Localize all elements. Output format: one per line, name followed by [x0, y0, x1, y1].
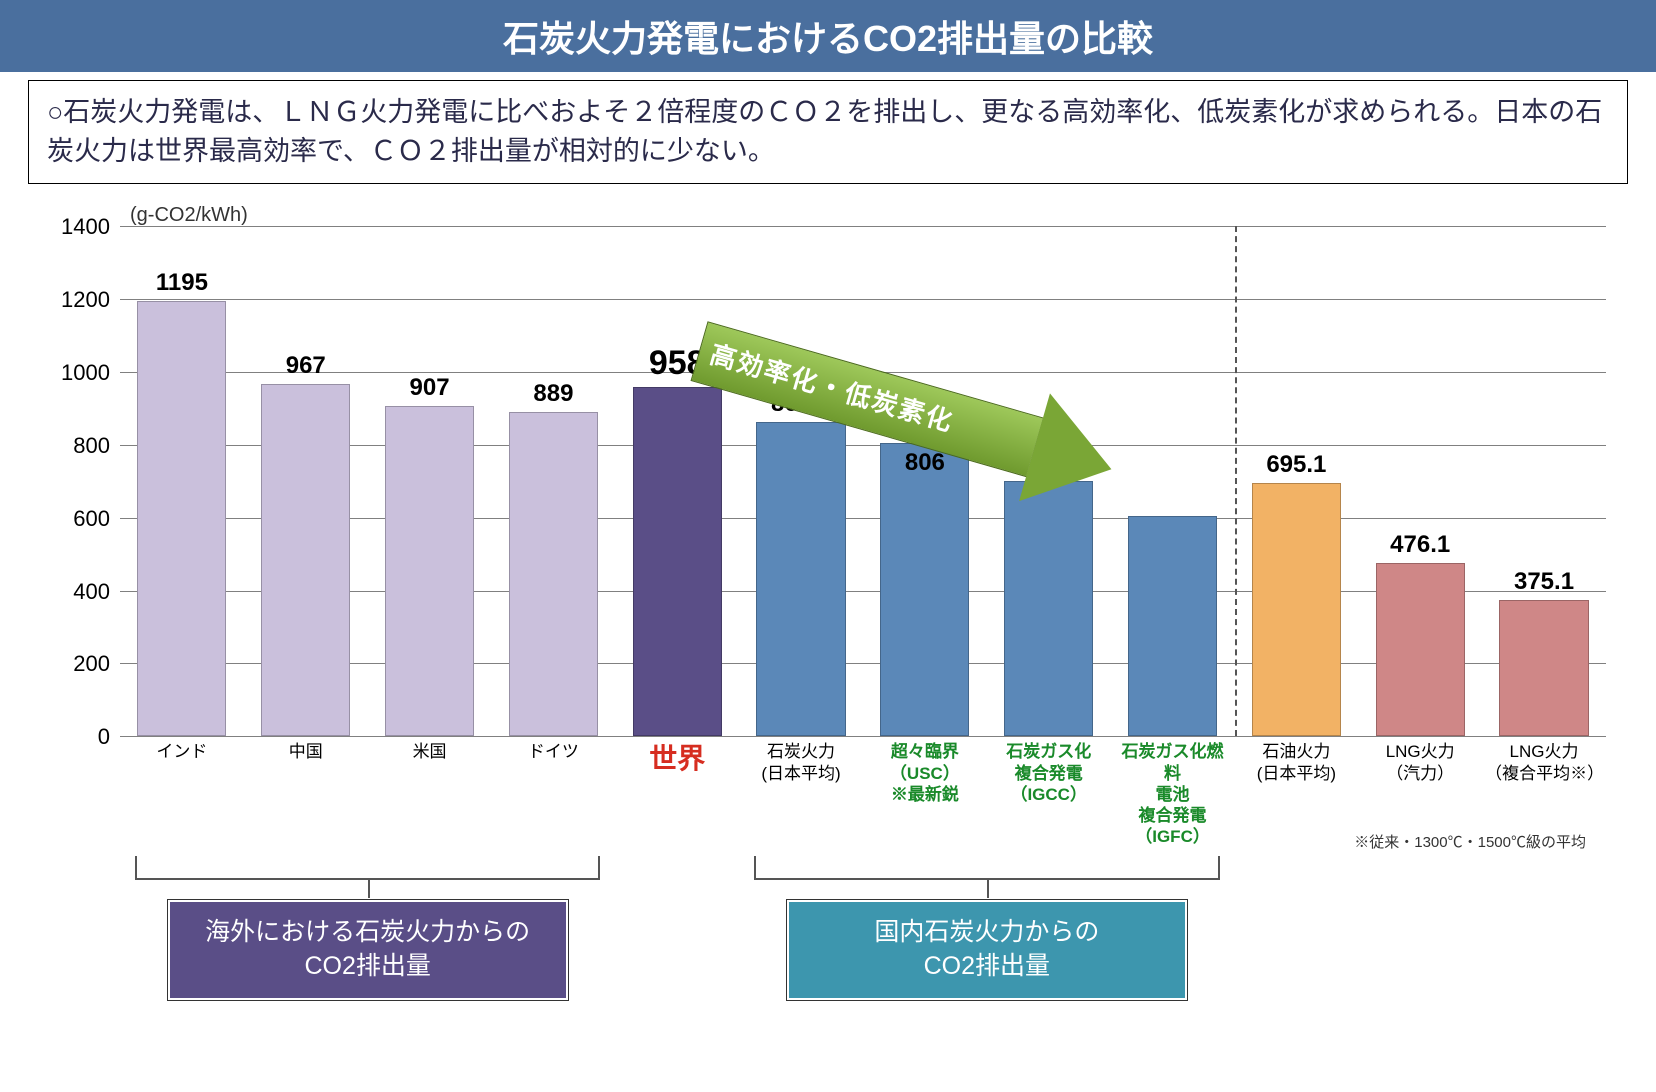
group-label-box: 国内石炭火力からの CO2排出量 [787, 900, 1187, 1000]
y-tick-label: 1000 [61, 360, 120, 386]
bar [261, 384, 350, 736]
x-axis-label: ドイツ [491, 741, 615, 847]
y-tick-label: 200 [73, 651, 120, 677]
bar-slot [1111, 226, 1235, 736]
bar-value-label: 375.1 [1514, 568, 1574, 596]
y-tick-label: 1200 [61, 287, 120, 313]
bar [1252, 483, 1341, 736]
bar-slot: 907 [368, 226, 492, 736]
bar [137, 301, 226, 736]
x-axis-label: 中国 [244, 741, 368, 847]
x-axis-label: 石炭ガス化 複合発電 （IGCC） [987, 741, 1111, 847]
bar-slot: 695.1 [1234, 226, 1358, 736]
bar-slot: 476.1 [1358, 226, 1482, 736]
page-title: 石炭火力発電におけるCO2排出量の比較 [0, 0, 1656, 72]
x-axis-label: 石炭火力 (日本平均) [739, 741, 863, 847]
y-tick-label: 800 [73, 433, 120, 459]
bar [509, 412, 598, 736]
group-bracket [754, 856, 1220, 880]
bar-slot: 1195 [120, 226, 244, 736]
y-tick-label: 1400 [61, 214, 120, 240]
co2-bar-chart: (g-CO2/kWh) 0 200 400 600 800 1000 1200 1400 11… [40, 196, 1616, 896]
bar-slot: 967 [244, 226, 368, 736]
bar-value-label: 695.1 [1266, 451, 1326, 479]
bar-value-label: 967 [286, 352, 326, 380]
bar [1376, 563, 1465, 736]
bar-slot: 375.1 [1482, 226, 1606, 736]
x-axis-label: インド [120, 741, 244, 847]
group-label-box: 海外における石炭火力からの CO2排出量 [168, 900, 568, 1000]
bar-value-label: 1195 [156, 269, 208, 297]
x-axis-label: 米国 [368, 741, 492, 847]
bar-value-label: 476.1 [1390, 531, 1450, 559]
bar [385, 406, 474, 736]
description-box: ○石炭火力発電は、ＬＮＧ火力発電に比べおよそ２倍程度のＣＯ２を排出し、更なる高効… [28, 80, 1628, 184]
bar [1128, 516, 1217, 736]
bar-value-label: 907 [410, 374, 450, 402]
x-axis-label: 超々臨界 （USC） ※最新鋭 [863, 741, 987, 847]
group-bracket [135, 856, 601, 880]
y-tick-label: 400 [73, 579, 120, 605]
x-axis-label: 世界 [615, 741, 739, 847]
chart-footnote: ※従来・1300℃・1500℃級の平均 [1354, 831, 1586, 852]
y-tick-label: 0 [98, 724, 120, 750]
y-axis-unit: (g-CO2/kWh) [130, 204, 248, 227]
bar-value-label: 889 [533, 380, 573, 408]
bar [1499, 600, 1588, 737]
x-axis-label: 石炭ガス化燃料 電池 複合発電 （IGFC） [1111, 741, 1235, 847]
y-tick-label: 600 [73, 506, 120, 532]
bar-slot: 889 [491, 226, 615, 736]
x-axis-label: 石油火力 (日本平均) [1234, 741, 1358, 847]
section-divider [1235, 226, 1237, 736]
gridline: 0 [120, 736, 1606, 737]
plot-area: 0200400600800100012001400 11959679078899… [120, 226, 1606, 736]
